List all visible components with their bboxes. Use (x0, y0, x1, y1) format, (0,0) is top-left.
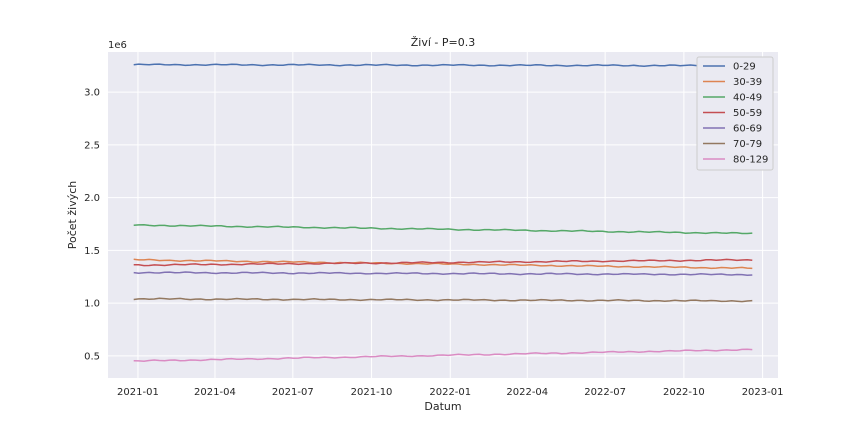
legend-box (696, 56, 774, 171)
x-tick-label: 2022-04 (506, 387, 548, 398)
legend-label: 70-79 (733, 139, 762, 150)
series-line-50-59 (133, 258, 753, 267)
x-tick-label: 2021-04 (194, 387, 236, 398)
x-tick-labels: 2021-01 2021-04 2021-07 2021-10 2022-01 2022-… (117, 387, 783, 398)
series-line-70-79 (133, 297, 753, 303)
chart-title: Živí - P=0.3 (411, 36, 475, 49)
legend-label: 80-129 (733, 155, 768, 166)
series-line-0-29 (133, 63, 753, 68)
y-tick-label: 2.5 (84, 140, 100, 151)
y-offset-label: 1e6 (108, 40, 127, 51)
x-axis-label: Datum (424, 400, 461, 413)
y-axis-label: Počet živých (66, 181, 79, 249)
x-tick-label: 2022-07 (584, 387, 626, 398)
x-tick-label: 2021-10 (351, 387, 393, 398)
series-line-80-129 (133, 348, 753, 362)
legend: 0-29 30-39 40-49 50-59 60-69 70-79 80-129 (696, 56, 774, 171)
plot-background (108, 52, 778, 378)
x-tick-label: 2021-07 (272, 387, 314, 398)
x-tick-label: 2023-01 (742, 387, 784, 398)
legend-label: 0-29 (733, 62, 756, 73)
legend-label: 30-39 (733, 77, 762, 88)
legend-label: 60-69 (733, 124, 762, 135)
x-tick-label: 2022-10 (663, 387, 705, 398)
series-line-60-69 (133, 271, 753, 277)
series-line-30-39 (133, 258, 753, 270)
grid (108, 52, 778, 378)
series-lines (133, 63, 753, 362)
legend-label: 40-49 (733, 93, 762, 104)
x-tick-label: 2022-01 (429, 387, 471, 398)
y-tick-labels: 0.5 1.0 1.5 2.0 2.5 3.0 (84, 88, 100, 363)
y-tick-label: 1.0 (84, 299, 100, 310)
y-tick-label: 2.0 (84, 193, 100, 204)
y-tick-label: 1.5 (84, 246, 100, 257)
legend-label: 50-59 (733, 108, 762, 119)
y-tick-label: 3.0 (84, 88, 100, 99)
y-tick-label: 0.5 (84, 351, 100, 362)
series-line-40-49 (133, 223, 753, 235)
x-tick-label: 2021-01 (117, 387, 159, 398)
